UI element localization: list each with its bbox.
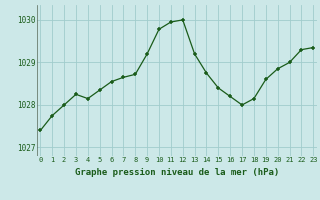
X-axis label: Graphe pression niveau de la mer (hPa): Graphe pression niveau de la mer (hPa): [75, 168, 279, 177]
